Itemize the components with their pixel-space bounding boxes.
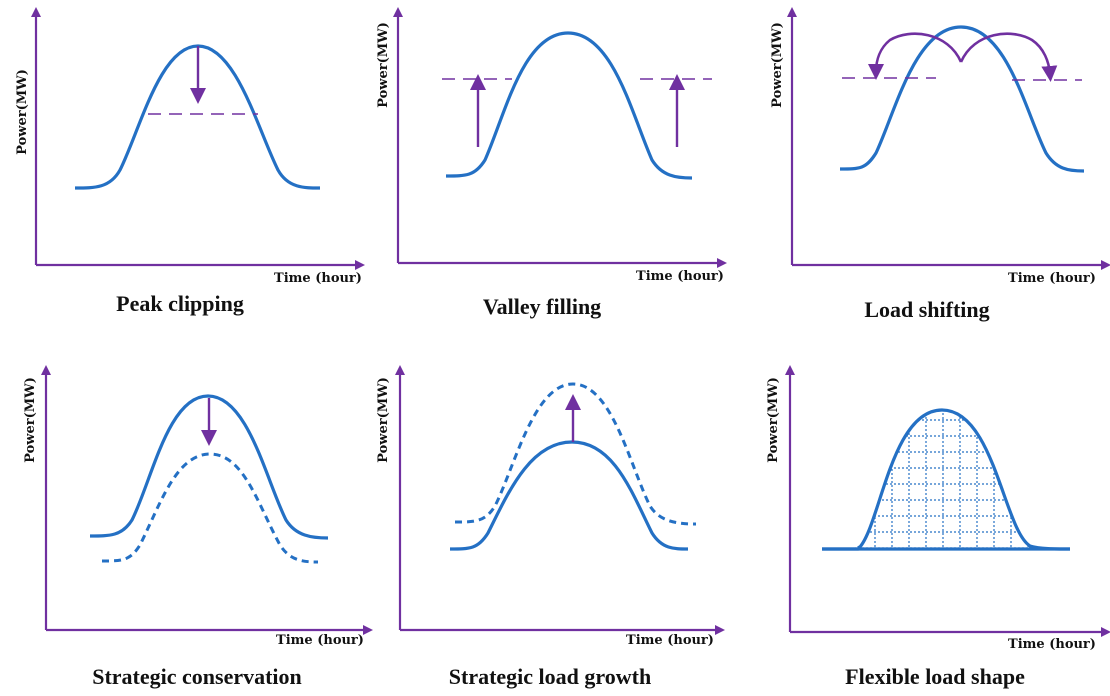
panel-strategic-conservation: Power(MW) Time (hour) Strategic conserva… bbox=[23, 365, 373, 689]
flexibility-grid bbox=[852, 410, 1040, 549]
y-axis-label: Power(MW) bbox=[23, 377, 38, 463]
caption: Peak clipping bbox=[116, 291, 244, 316]
shift-arrow-left bbox=[868, 32, 963, 80]
x-axis-label: Time (hour) bbox=[1008, 637, 1096, 652]
panel-valley-filling: Power(MW) Time (hour) Valley filling bbox=[376, 7, 727, 319]
x-axis-label: Time (hour) bbox=[1008, 271, 1096, 286]
grown-load-curve bbox=[454, 382, 697, 526]
y-axis-label: Power(MW) bbox=[15, 69, 30, 155]
conserved-load-curve bbox=[101, 452, 319, 564]
y-axis-label: Power(MW) bbox=[376, 22, 391, 108]
caption: Load shifting bbox=[864, 297, 989, 322]
y-axis-label: Power(MW) bbox=[770, 22, 785, 108]
load-curve bbox=[839, 25, 1085, 173]
load-curve bbox=[822, 408, 1071, 551]
load-curve bbox=[445, 31, 693, 180]
x-axis-label: Time (hour) bbox=[626, 633, 714, 648]
caption: Strategic load growth bbox=[449, 664, 651, 689]
panel-strategic-load-growth: Power(MW) Time (hour) Strategic load gro… bbox=[376, 365, 725, 689]
shift-arrow-right bbox=[959, 32, 1058, 82]
panel-peak-clipping: Power(MW) Time (hour) Peak clipping bbox=[15, 7, 365, 316]
caption: Strategic conservation bbox=[92, 664, 302, 689]
x-axis-label: Time (hour) bbox=[276, 633, 364, 648]
panel-flexible-load-shape: Power(MW) Time (hour) Flexible load shap… bbox=[766, 365, 1110, 689]
x-axis-label: Time (hour) bbox=[636, 269, 724, 284]
caption: Valley filling bbox=[483, 294, 601, 319]
original-load-curve bbox=[449, 440, 689, 551]
original-load-curve bbox=[89, 394, 329, 540]
panel-load-shifting: Power(MW) Time (hour) Load shifting bbox=[770, 7, 1110, 322]
y-axis-label: Power(MW) bbox=[766, 377, 781, 463]
caption: Flexible load shape bbox=[845, 664, 1025, 689]
y-axis-label: Power(MW) bbox=[376, 377, 391, 463]
x-axis-label: Time (hour) bbox=[274, 271, 362, 286]
